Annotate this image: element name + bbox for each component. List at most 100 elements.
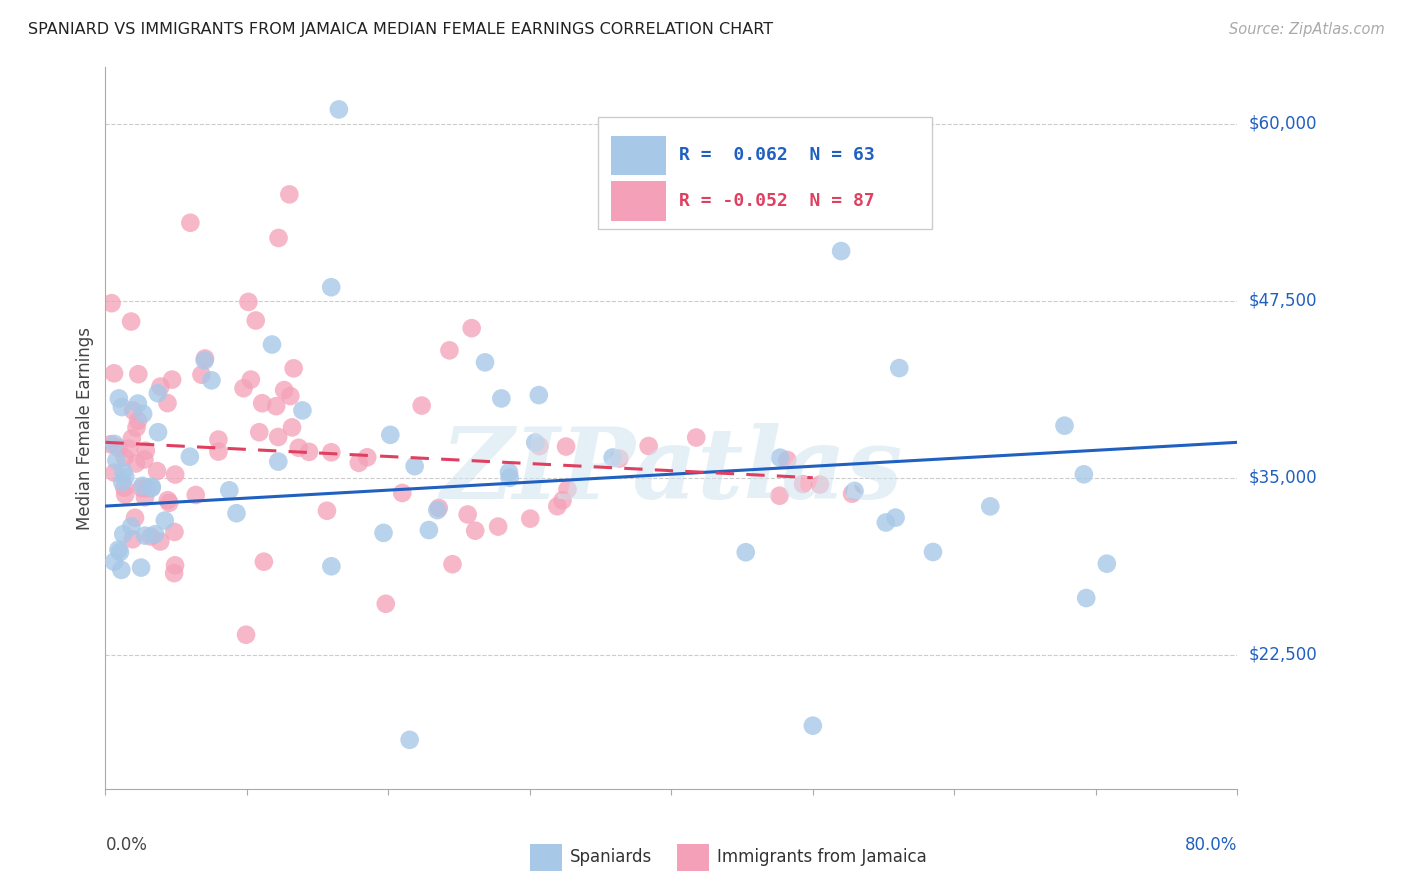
Point bbox=[278, 187, 301, 202]
Point bbox=[111, 475, 134, 489]
Point bbox=[889, 361, 911, 376]
Point bbox=[418, 523, 440, 537]
Point bbox=[316, 504, 339, 518]
Point bbox=[486, 519, 509, 533]
Point bbox=[250, 396, 273, 410]
Point bbox=[134, 490, 156, 504]
Point bbox=[841, 486, 863, 500]
Point bbox=[184, 488, 207, 502]
Point bbox=[769, 450, 792, 465]
Point bbox=[391, 486, 413, 500]
Point bbox=[776, 453, 799, 467]
Point bbox=[103, 466, 125, 480]
Point bbox=[114, 488, 136, 502]
Point bbox=[979, 500, 1001, 514]
Point bbox=[194, 351, 217, 366]
Point bbox=[146, 425, 169, 440]
Point bbox=[607, 451, 630, 466]
Point bbox=[124, 510, 146, 524]
Point bbox=[200, 373, 222, 387]
Point bbox=[499, 471, 522, 485]
Point bbox=[225, 506, 247, 520]
Point bbox=[110, 563, 132, 577]
Point bbox=[474, 355, 496, 369]
Point bbox=[134, 528, 156, 542]
Point bbox=[321, 445, 343, 459]
Point bbox=[875, 516, 897, 530]
Text: Source: ZipAtlas.com: Source: ZipAtlas.com bbox=[1229, 22, 1385, 37]
Bar bbox=[612, 136, 665, 175]
Text: $22,500: $22,500 bbox=[1249, 646, 1317, 664]
Point bbox=[356, 450, 378, 465]
Point bbox=[135, 443, 157, 458]
Point bbox=[1073, 467, 1095, 482]
Point bbox=[118, 442, 141, 456]
Point bbox=[398, 732, 420, 747]
Bar bbox=[612, 181, 665, 221]
Point bbox=[524, 435, 547, 450]
Point bbox=[245, 313, 267, 327]
Point bbox=[149, 534, 172, 549]
Point bbox=[100, 437, 122, 451]
Point bbox=[491, 392, 513, 406]
Point bbox=[801, 159, 824, 173]
Point bbox=[426, 503, 449, 517]
Point bbox=[519, 511, 541, 525]
Point bbox=[129, 560, 152, 574]
Point bbox=[551, 493, 574, 508]
Text: R = -0.052  N = 87: R = -0.052 N = 87 bbox=[679, 192, 875, 210]
Point bbox=[127, 368, 149, 382]
Point bbox=[232, 381, 254, 395]
Point bbox=[557, 483, 579, 497]
Point bbox=[844, 483, 866, 498]
Text: $47,500: $47,500 bbox=[1249, 292, 1317, 310]
Text: 80.0%: 80.0% bbox=[1185, 837, 1237, 855]
Point bbox=[439, 343, 461, 358]
Point bbox=[298, 445, 321, 459]
Text: Immigrants from Jamaica: Immigrants from Jamaica bbox=[717, 848, 927, 866]
Point bbox=[103, 367, 125, 381]
Point bbox=[111, 400, 134, 414]
Point bbox=[149, 379, 172, 393]
Point bbox=[108, 392, 131, 406]
Point bbox=[267, 430, 290, 444]
Point bbox=[380, 427, 402, 442]
Point bbox=[427, 500, 450, 515]
Point bbox=[321, 280, 343, 294]
Point bbox=[112, 481, 135, 495]
Point bbox=[120, 519, 142, 533]
Point bbox=[546, 500, 568, 514]
Point bbox=[283, 361, 305, 376]
Point bbox=[922, 545, 945, 559]
Point bbox=[218, 483, 240, 498]
Point bbox=[146, 464, 169, 478]
Point bbox=[1053, 418, 1076, 433]
Point bbox=[498, 465, 520, 479]
Point bbox=[100, 296, 122, 310]
Point bbox=[247, 425, 270, 440]
Point bbox=[464, 524, 486, 538]
Point bbox=[153, 514, 176, 528]
Point bbox=[141, 481, 163, 495]
Point bbox=[808, 477, 831, 491]
Bar bbox=[678, 844, 709, 871]
Point bbox=[238, 294, 260, 309]
Point bbox=[105, 453, 128, 467]
Point bbox=[253, 555, 276, 569]
Point bbox=[114, 470, 136, 484]
Point bbox=[156, 493, 179, 508]
Point bbox=[792, 477, 814, 491]
Point bbox=[830, 244, 852, 258]
Bar bbox=[530, 844, 561, 871]
Point bbox=[801, 719, 824, 733]
Point bbox=[141, 480, 163, 494]
Point bbox=[260, 337, 283, 351]
Point bbox=[143, 527, 166, 541]
Point bbox=[273, 383, 295, 397]
Point bbox=[373, 525, 395, 540]
Point bbox=[291, 403, 314, 417]
Point bbox=[264, 399, 287, 413]
Point bbox=[179, 450, 201, 464]
Point bbox=[127, 414, 149, 428]
FancyBboxPatch shape bbox=[598, 118, 932, 229]
